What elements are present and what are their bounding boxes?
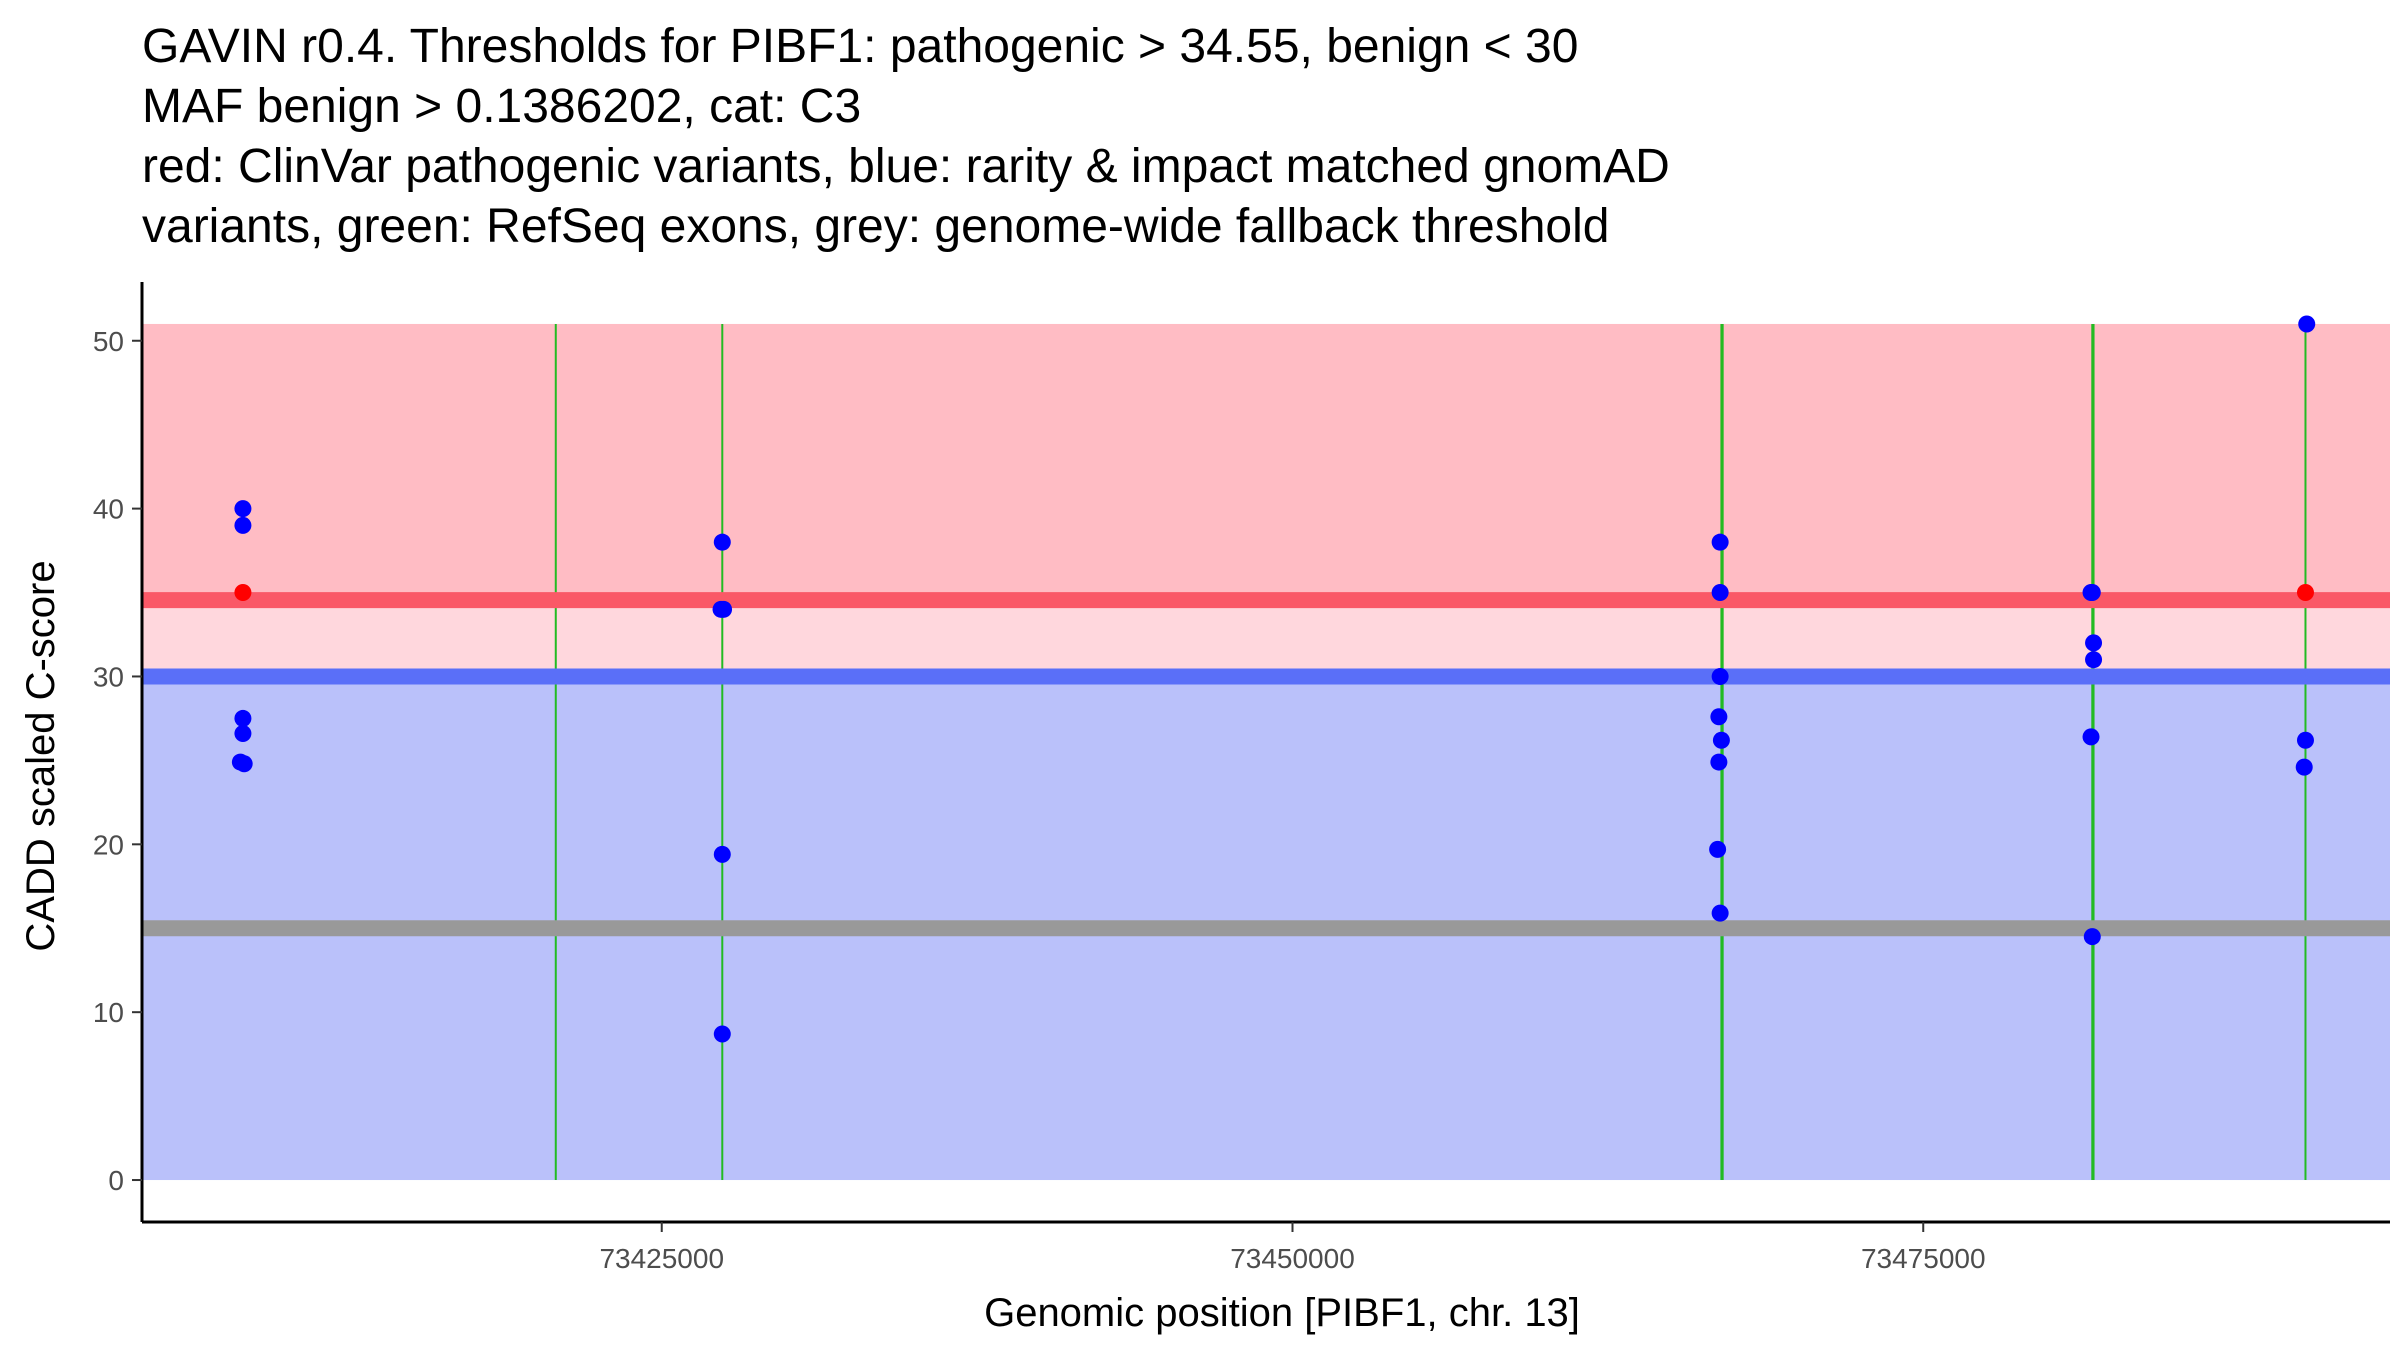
gnomad-point-18 [1709, 840, 1727, 858]
gnomad-point-25 [2083, 928, 2101, 946]
pathogenic-zone [142, 323, 2390, 601]
gnomad-point-19 [1711, 904, 1729, 922]
y-axis-title: CADD scaled C-score [19, 560, 63, 951]
gnomad-point-12 [1711, 533, 1729, 551]
gnomad-point-6 [235, 755, 253, 773]
gnomad-point-3 [234, 709, 252, 727]
uncertain-zone [142, 600, 2390, 677]
y-tick-label-0: 0 [108, 1165, 124, 1196]
gnomad-point-4 [234, 725, 252, 743]
clinvar-point-1 [234, 584, 252, 602]
gnomad-point-17 [1710, 753, 1728, 771]
gnomad-point-9 [715, 600, 733, 618]
gnomad-point-11 [713, 1025, 731, 1043]
gnomad-point-16 [1712, 731, 1730, 749]
gnomad-point-13 [1711, 584, 1729, 602]
title-line-2: MAF benign > 0.1386202, cat: C3 [142, 80, 861, 133]
y-tick-label-40: 40 [93, 494, 124, 525]
gnomad-point-7 [713, 533, 731, 551]
threshold-lines [142, 592, 2390, 937]
gnomad-point-27 [2296, 731, 2314, 749]
x-tick-label-3: 73475000 [1861, 1243, 1986, 1274]
x-axis-ticks: 73425000 73450000 73475000 [599, 1222, 1986, 1274]
gnomad-point-28 [2295, 758, 2313, 776]
gnomad-point-24 [2082, 728, 2100, 746]
x-axis-title: Genomic position [PIBF1, chr. 13] [984, 1291, 1580, 1335]
y-tick-label-30: 30 [93, 661, 124, 692]
y-axis-ticks: 0 10 20 30 40 50 [93, 326, 142, 1196]
axes [140, 282, 2390, 1224]
gnomad-point-1 [234, 500, 252, 518]
gnomad-point-26 [2298, 315, 2316, 333]
data-points [231, 315, 2316, 1043]
gnomad-point-14 [1711, 667, 1729, 685]
gnomad-point-22 [2085, 634, 2103, 652]
gnomad-point-2 [234, 516, 252, 534]
title-line-3: red: ClinVar pathogenic variants, blue: … [142, 140, 1670, 193]
y-tick-label-20: 20 [93, 829, 124, 860]
threshold-zones [142, 323, 2390, 1181]
gnomad-point-23 [2085, 651, 2103, 669]
x-tick-label-1: 73425000 [599, 1243, 724, 1274]
gnomad-point-15 [1710, 708, 1728, 726]
title-line-4: variants, green: RefSeq exons, grey: gen… [142, 200, 1609, 253]
clinvar-point-2 [2296, 584, 2314, 602]
gnomad-point-10 [713, 845, 731, 863]
exon-lines [554, 323, 2307, 1181]
y-tick-label-10: 10 [93, 997, 124, 1028]
gnomad-point-21 [2082, 584, 2100, 602]
x-tick-label-2: 73450000 [1230, 1243, 1355, 1274]
title-line-1: GAVIN r0.4. Thresholds for PIBF1: pathog… [142, 20, 1578, 73]
chart-title: GAVIN r0.4. Thresholds for PIBF1: pathog… [142, 20, 1670, 253]
y-tick-label-50: 50 [93, 326, 124, 357]
